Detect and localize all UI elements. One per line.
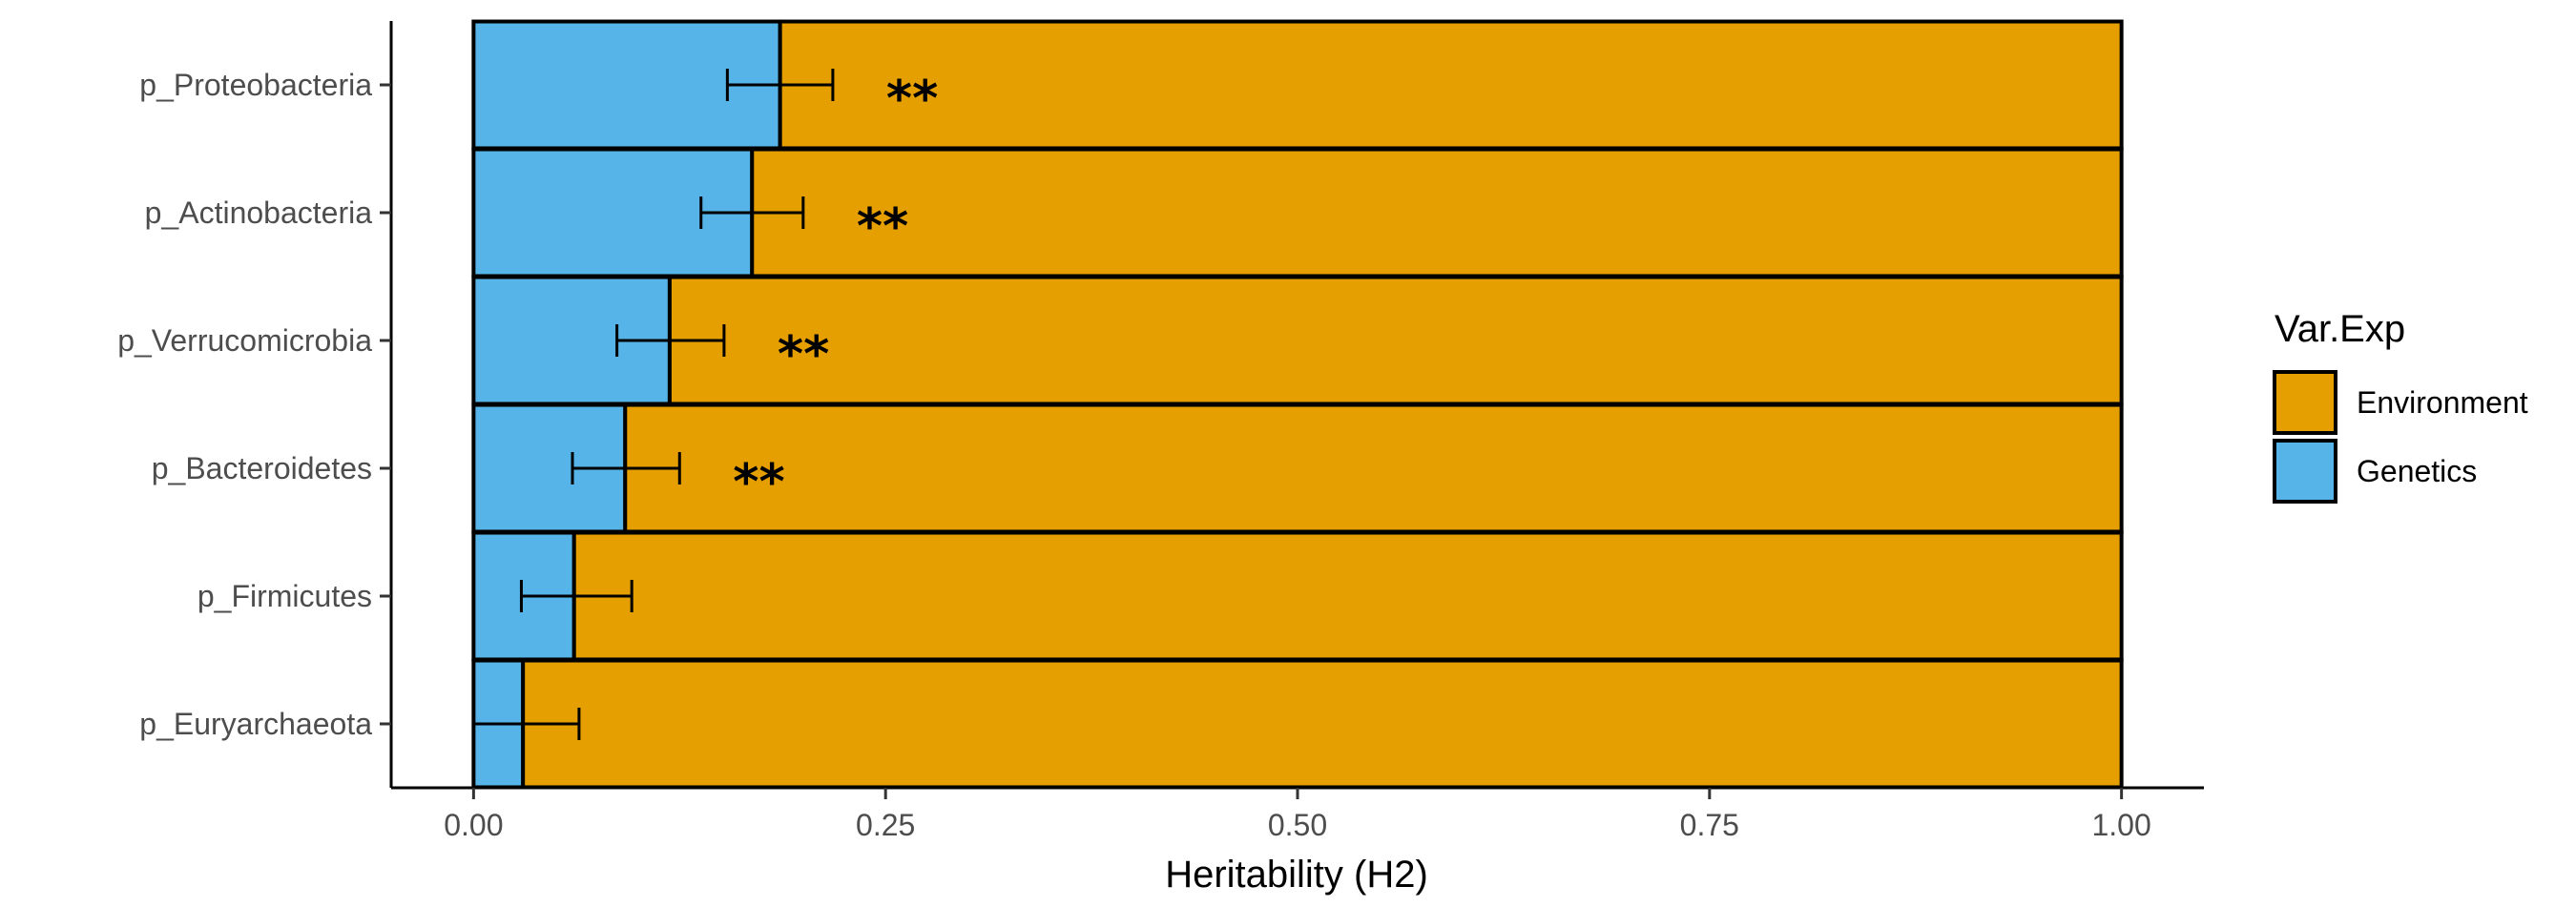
y-tick-layer: p_Proteobacteria p_Actinobacteria p_Verruc… (117, 68, 391, 741)
legend-title: Var.Exp (2275, 308, 2405, 350)
x-tick-label-0.75: 0.75 (1680, 808, 1739, 842)
legend-label-genetics: Genetics (2357, 454, 2477, 488)
bar-environment-p_Euryarchaeota (521, 658, 2124, 790)
significance-label-p_Bacteroidetes: ** (733, 454, 784, 511)
legend-key-genetics (2273, 439, 2337, 504)
bar-environment-p_Bacteroidetes (623, 402, 2124, 534)
x-axis-title: Heritability (H2) (1165, 854, 1428, 896)
errorbar-layer (471, 69, 835, 740)
x-tick-label-0.00: 0.00 (444, 808, 503, 842)
y-tick-label-p_Firmicutes: p_Firmicutes (197, 579, 372, 613)
y-tick-label-p_Proteobacteria: p_Proteobacteria (139, 68, 372, 102)
y-tick-label-p_Verrucomicrobia: p_Verrucomicrobia (117, 323, 372, 358)
bars-layer (471, 19, 2124, 790)
bar-environment-p_Verrucomicrobia (667, 275, 2124, 406)
annotation-layer: ** ** ** ** (733, 71, 938, 511)
bar-environment-p_Proteobacteria (778, 19, 2124, 151)
y-tick-label-p_Actinobacteria: p_Actinobacteria (145, 196, 373, 230)
legend-label-environment: Environment (2357, 385, 2528, 420)
legend: Var.Exp Environment Genetics (2273, 308, 2528, 504)
y-tick-label-p_Euryarchaeota: p_Euryarchaeota (139, 707, 372, 741)
legend-entries: Environment Genetics (2273, 370, 2528, 504)
significance-label-p_Proteobacteria: ** (886, 71, 938, 128)
x-tick-layer: 0.00 0.25 0.50 0.75 1.00 (444, 788, 2151, 842)
y-tick-label-p_Bacteroidetes: p_Bacteroidetes (152, 451, 372, 485)
significance-label-p_Verrucomicrobia: ** (778, 326, 829, 383)
x-tick-label-0.50: 0.50 (1268, 808, 1327, 842)
significance-label-p_Actinobacteria: ** (857, 198, 908, 256)
bar-environment-p_Firmicutes (571, 530, 2124, 662)
bar-environment-p_Actinobacteria (750, 147, 2124, 278)
legend-key-environment (2273, 370, 2337, 435)
x-tick-label-0.25: 0.25 (856, 808, 915, 842)
x-tick-label-1.00: 1.00 (2091, 808, 2150, 842)
